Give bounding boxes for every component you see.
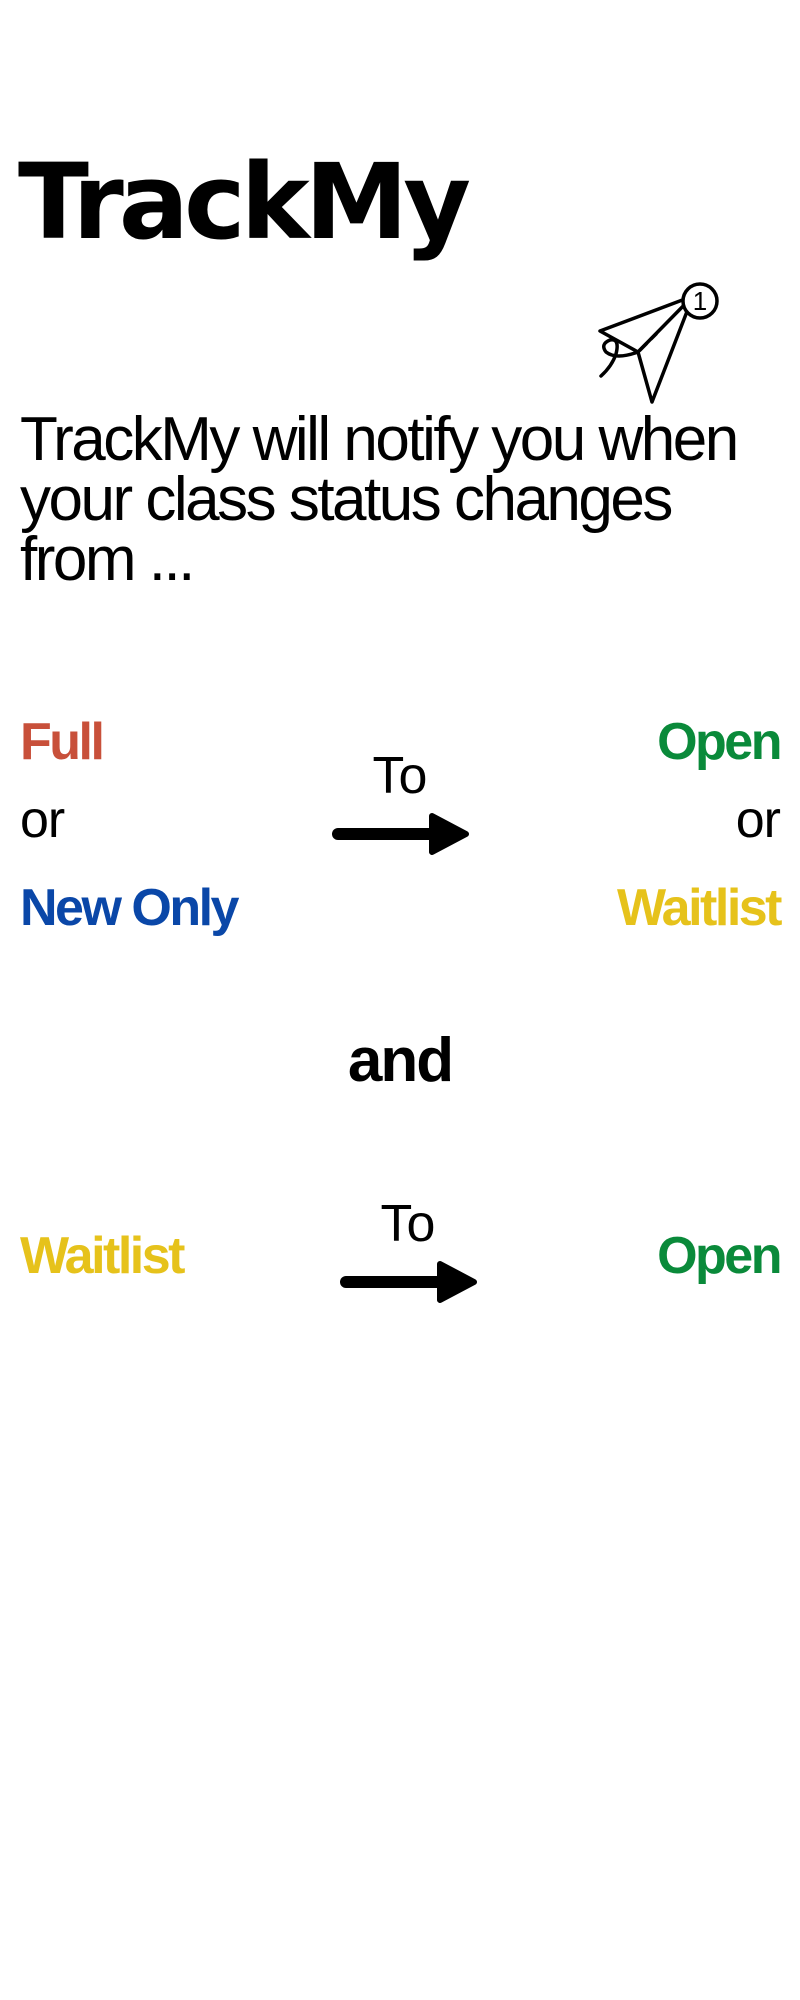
right-arrow-icon	[340, 1260, 480, 1304]
status-waitlist: Waitlist	[617, 879, 782, 937]
app-title: TrackMy	[18, 141, 471, 263]
status-open-2: Open	[657, 1227, 782, 1285]
connector-and: and	[347, 1026, 454, 1095]
status-open: Open	[657, 713, 782, 771]
paper-plane-notification-icon: 1	[598, 282, 724, 408]
right-arrow-icon	[332, 812, 472, 856]
to-label-2: To	[380, 1195, 436, 1253]
or-right: or	[735, 791, 781, 849]
to-label-1: To	[372, 747, 428, 805]
intro-description: TrackMy will notify you when your class …	[20, 405, 739, 594]
status-waitlist-2: Waitlist	[20, 1227, 185, 1285]
or-left: or	[20, 791, 65, 849]
status-new-only: New Only	[20, 879, 239, 937]
status-full: Full	[20, 713, 105, 771]
notification-badge-count: 1	[693, 286, 707, 316]
